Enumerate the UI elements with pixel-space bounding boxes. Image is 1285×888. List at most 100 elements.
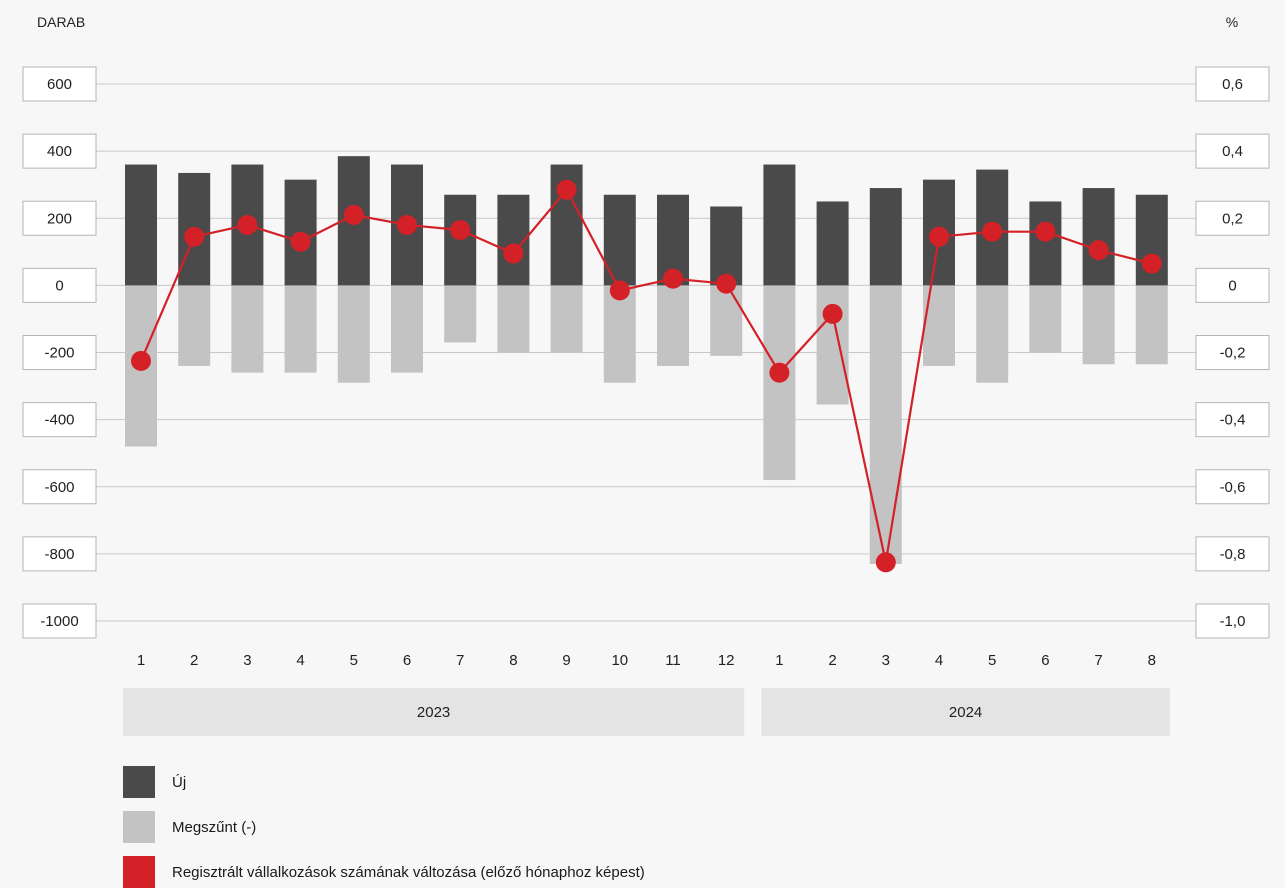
bar-closed [284, 285, 317, 373]
bar-new [869, 188, 902, 286]
x-tick-label: 6 [1041, 652, 1049, 669]
right-tick-box [1195, 402, 1270, 438]
legend-swatch-new [123, 766, 155, 798]
right-axis-title: % [1226, 14, 1238, 30]
legend-label-new: Új [172, 773, 187, 791]
left-axis-title: DARAB [37, 14, 85, 30]
legend: Új Megszűnt (-) Regisztrált vállalkozáso… [123, 766, 645, 888]
change-point [131, 350, 151, 371]
right-tick-label: -0,6 [1220, 479, 1246, 496]
year-band [123, 688, 745, 736]
right-tick-box [1195, 267, 1270, 303]
bar-closed [231, 285, 264, 373]
x-tick-label: 4 [296, 652, 304, 669]
x-tick-label: 2 [828, 652, 836, 669]
change-point [1141, 253, 1162, 274]
change-point [556, 179, 577, 200]
right-tick-label: 0 [1228, 277, 1236, 294]
x-tick-label: 1 [137, 652, 145, 669]
left-tick-label: -200 [44, 345, 74, 362]
left-tick-box [22, 603, 97, 639]
change-point [397, 214, 417, 235]
left-tick-box [22, 267, 97, 303]
x-tick-label: 9 [562, 652, 570, 669]
bar-closed [816, 285, 849, 405]
bar-closed [550, 285, 583, 353]
x-tick-label: 3 [243, 652, 251, 669]
left-tick-box [22, 200, 97, 236]
x-tick-label: 11 [665, 652, 681, 669]
right-tick-label: 0,2 [1222, 210, 1243, 227]
bar-closed [1029, 285, 1062, 353]
bar-closed [178, 285, 211, 366]
change-point [237, 214, 258, 235]
x-tick-label: 7 [1094, 652, 1102, 669]
bar-new [816, 201, 849, 286]
x-tick-label: 3 [882, 652, 890, 669]
bar-closed [869, 285, 902, 564]
left-tick-label: -800 [44, 546, 74, 563]
change-point [184, 226, 205, 247]
left-tick-label: 400 [47, 143, 72, 160]
right-tick-box [1195, 335, 1270, 370]
change-point [929, 226, 949, 247]
x-tick-label: 8 [1148, 652, 1156, 669]
legend-item-new: Új [123, 766, 645, 798]
change-point [609, 280, 630, 301]
left-tick-label: -1000 [40, 613, 78, 630]
change-point [822, 303, 843, 324]
right-tick-label: -1,0 [1220, 613, 1246, 630]
right-tick-box [1195, 603, 1270, 639]
change-point [982, 221, 1003, 242]
change-point [290, 231, 311, 252]
bar-closed [497, 285, 530, 353]
right-tick-box [1195, 536, 1270, 572]
change-point [1088, 240, 1109, 261]
bar-closed [337, 285, 370, 383]
left-tick-label: 600 [47, 76, 72, 93]
bar-closed [763, 285, 796, 481]
year-label: 2024 [949, 704, 982, 721]
left-tick-box [22, 536, 97, 572]
x-tick-label: 4 [935, 652, 943, 669]
x-tick-label: 1 [775, 652, 783, 669]
right-tick-box [1195, 200, 1270, 236]
change-point [1035, 221, 1056, 242]
bar-new [763, 164, 796, 286]
left-tick-box [22, 66, 97, 102]
bar-closed [444, 285, 477, 343]
bar-closed [391, 285, 423, 373]
legend-item-closed: Megszűnt (-) [123, 811, 645, 843]
change-point [450, 219, 471, 240]
right-tick-label: -0,4 [1220, 412, 1246, 429]
legend-label-closed: Megszűnt (-) [172, 818, 257, 836]
bar-closed [976, 285, 1009, 383]
left-tick-label: -400 [44, 412, 74, 429]
right-tick-box [1195, 133, 1270, 169]
left-tick-box [22, 335, 97, 370]
right-tick-box [1195, 66, 1270, 102]
legend-swatch-closed [123, 811, 155, 843]
right-tick-box [1195, 469, 1270, 505]
bar-new [603, 194, 636, 286]
x-tick-label: 10 [611, 652, 628, 669]
change-point [343, 204, 364, 225]
year-band [761, 688, 1170, 736]
change-point [769, 362, 790, 383]
change-point [663, 268, 683, 289]
right-tick-label: 0,4 [1222, 143, 1243, 160]
left-tick-box [22, 133, 97, 169]
bar-closed [710, 285, 743, 356]
year-label: 2023 [417, 704, 450, 721]
x-tick-label: 2 [190, 652, 198, 669]
right-tick-label: 0,6 [1222, 76, 1243, 93]
x-tick-label: 7 [456, 652, 464, 669]
legend-item-change: Regisztrált vállalkozások számának válto… [123, 856, 645, 888]
right-tick-label: -0,2 [1220, 345, 1246, 362]
x-tick-label: 5 [350, 652, 358, 669]
bar-closed [923, 285, 955, 366]
right-tick-label: -0,8 [1220, 546, 1246, 563]
x-tick-label: 12 [718, 652, 735, 669]
change-point [716, 273, 737, 294]
